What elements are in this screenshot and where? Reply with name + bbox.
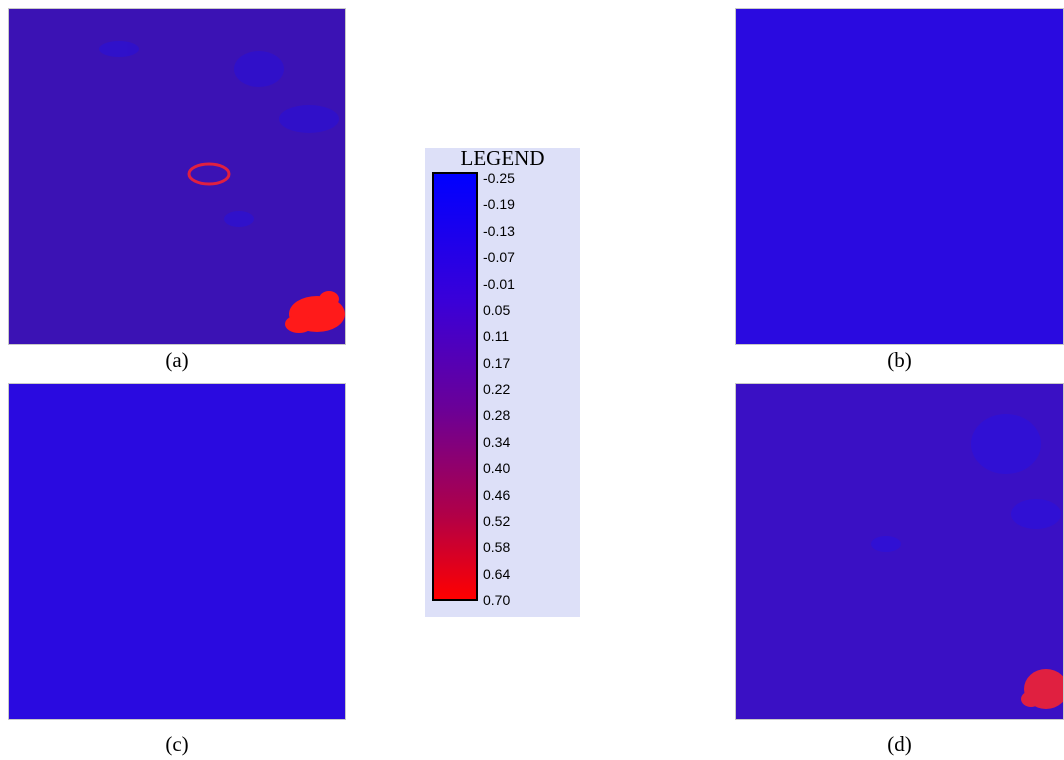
legend-label: -0.25 — [483, 170, 515, 186]
legend-label: -0.19 — [483, 196, 515, 213]
legend-label: 0.11 — [483, 328, 510, 345]
legend-label: 0.05 — [483, 301, 511, 318]
legend-label: -0.07 — [483, 249, 515, 266]
panel-caption: (a) — [165, 348, 189, 372]
legend-label: 0.52 — [483, 512, 511, 529]
map-panel — [735, 383, 1064, 720]
legend-label: 0.58 — [483, 539, 511, 556]
legend-label: 0.70 — [483, 592, 511, 608]
panel-caption: (d) — [887, 732, 912, 756]
legend-label: 0.46 — [483, 486, 511, 503]
map-overlay — [99, 41, 345, 333]
legend-label: 0.34 — [483, 433, 511, 450]
legend-label: 0.22 — [483, 381, 511, 397]
legend-title: LEGEND — [460, 146, 545, 170]
panel-caption: (b) — [887, 348, 912, 372]
legend-label: 0.40 — [483, 460, 511, 477]
legend-label: -0.01 — [483, 275, 515, 292]
map-overlay — [871, 414, 1063, 709]
map-panel — [735, 8, 1064, 345]
legend-label: 0.17 — [483, 354, 511, 371]
legend-colorbar — [432, 172, 478, 601]
map-panel — [8, 8, 346, 345]
map-panel — [8, 383, 346, 720]
legend-label: -0.13 — [483, 222, 515, 239]
panel-caption: (c) — [165, 732, 189, 756]
legend-label: 0.64 — [483, 565, 511, 582]
legend-label: 0.28 — [483, 407, 511, 424]
